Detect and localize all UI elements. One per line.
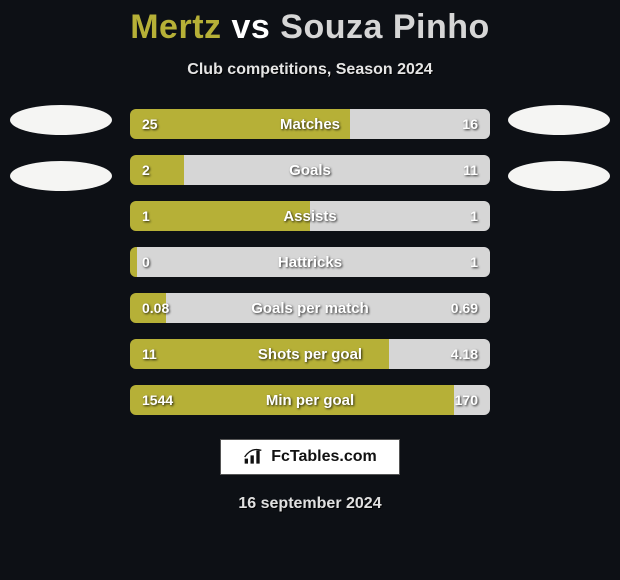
stat-label: Goals per match <box>130 293 490 323</box>
player2-club-badge <box>508 161 610 191</box>
page-title: Mertz vs Souza Pinho <box>130 8 490 47</box>
footer-date: 16 september 2024 <box>238 495 381 513</box>
footer-site-text: FcTables.com <box>271 448 377 466</box>
comparison-area: 2516Matches 211Goals 11Assists 01Hattricks 0… <box>0 109 620 415</box>
stat-row: 211Goals <box>130 155 490 185</box>
stat-row: 0.080.69Goals per match <box>130 293 490 323</box>
stat-label: Min per goal <box>130 385 490 415</box>
stats-column: 2516Matches 211Goals 11Assists 01Hattricks 0… <box>130 109 490 415</box>
stat-label: Assists <box>130 201 490 231</box>
stat-row: 01Hattricks <box>130 247 490 277</box>
player2-portrait <box>508 105 610 135</box>
subtitle: Club competitions, Season 2024 <box>187 61 432 79</box>
stat-row: 1544170Min per goal <box>130 385 490 415</box>
footer-site-badge: FcTables.com <box>220 439 400 475</box>
main-content: Mertz vs Souza Pinho Club competitions, … <box>0 0 620 580</box>
player1-club-badge <box>10 161 112 191</box>
stat-row: 11Assists <box>130 201 490 231</box>
stat-label: Hattricks <box>130 247 490 277</box>
stat-row: 2516Matches <box>130 109 490 139</box>
stat-label: Matches <box>130 109 490 139</box>
player1-portrait <box>10 105 112 135</box>
stat-label: Shots per goal <box>130 339 490 369</box>
title-player2: Souza Pinho <box>280 8 490 46</box>
portraits-right <box>504 105 614 191</box>
stat-label: Goals <box>130 155 490 185</box>
portraits-left <box>6 105 116 191</box>
stat-row: 114.18Shots per goal <box>130 339 490 369</box>
title-player1: Mertz <box>130 8 221 46</box>
title-vs: vs <box>231 8 270 46</box>
chart-icon <box>243 448 263 466</box>
